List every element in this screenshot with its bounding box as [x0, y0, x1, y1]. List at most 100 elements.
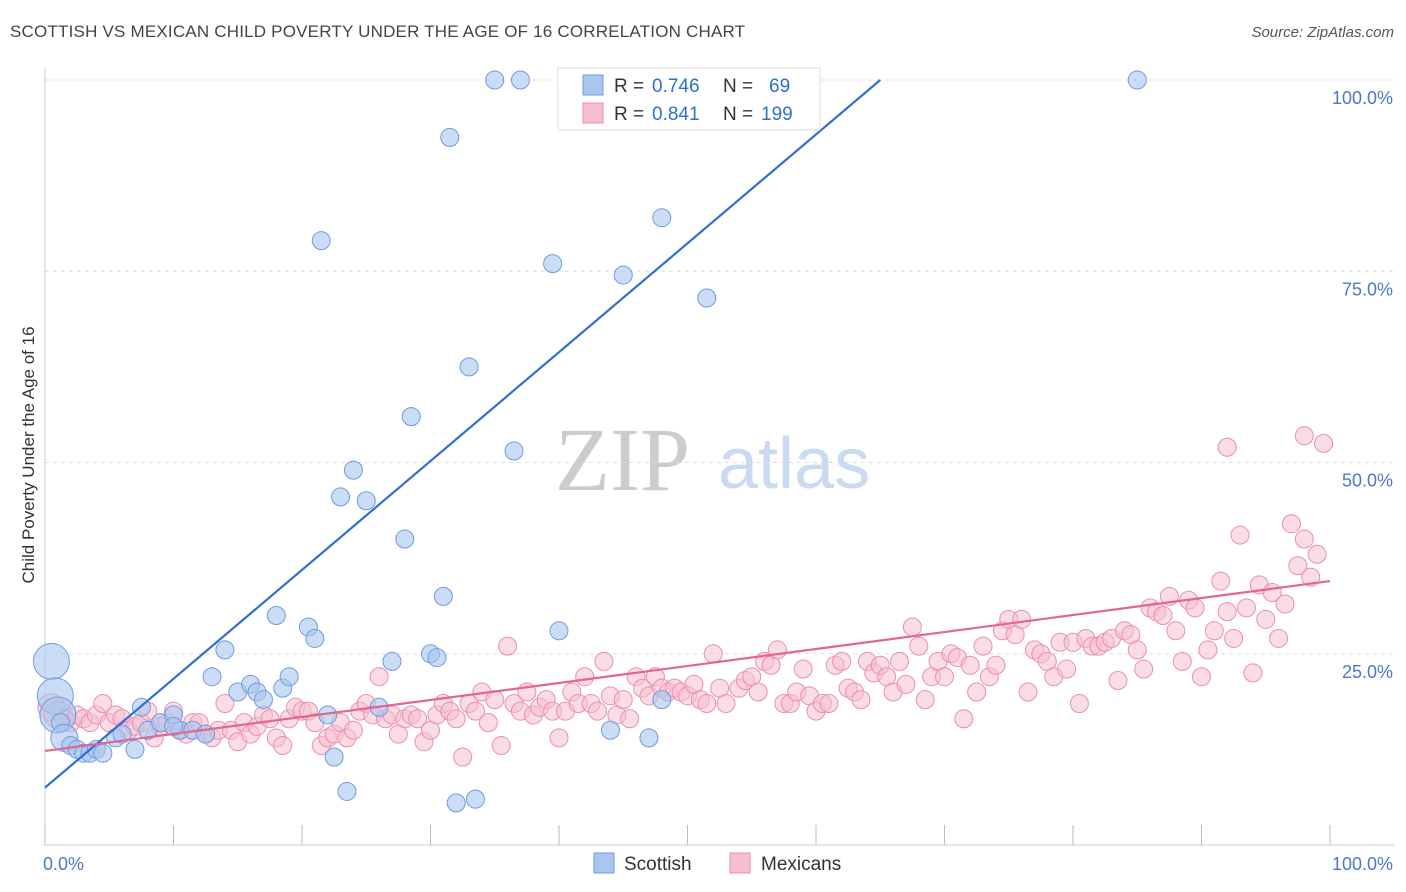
scottish-point	[324, 747, 344, 767]
scottish-point	[440, 127, 460, 147]
scottish-point	[202, 667, 222, 687]
mexicans-point	[1204, 621, 1224, 641]
mexicans-point	[960, 655, 980, 675]
bottom-legend-label-mexicans: Mexicans	[761, 854, 841, 875]
mexicans-point	[1307, 544, 1327, 564]
mexicans-point	[935, 667, 954, 687]
trend-lines	[44, 79, 1331, 789]
scottish-point	[549, 621, 569, 641]
mexicans-point	[1314, 433, 1334, 453]
mexicans-point	[215, 693, 235, 713]
legend-n-label-mexicans: N =	[723, 104, 753, 125]
scottish-point	[395, 529, 415, 549]
scottish-point	[446, 793, 466, 813]
scottish-point	[311, 231, 331, 251]
legend-swatch-scottish	[582, 74, 604, 96]
legend-swatch-mexicans	[582, 102, 604, 124]
scottish-point	[279, 667, 299, 687]
scottish-point	[112, 724, 132, 744]
mexicans-point	[549, 728, 569, 748]
mexicans-point	[1185, 598, 1205, 618]
scottish-point	[343, 460, 363, 480]
mexicans-point	[408, 709, 428, 729]
legend-r-label-mexicans: R =	[614, 104, 644, 125]
mexicans-point	[793, 659, 813, 679]
scottish-point	[164, 716, 183, 736]
x-tick-label: 100.0%	[1332, 854, 1393, 874]
legend-r-label-scottish: R =	[614, 76, 644, 97]
scottish-point	[697, 288, 717, 308]
mexicans-point	[1134, 659, 1154, 679]
mexicans-point	[716, 693, 736, 713]
y-tick-label: 100.0%	[1332, 88, 1393, 108]
mexicans-point	[273, 736, 293, 756]
mexicans-point	[1057, 659, 1077, 679]
scottish-point	[543, 254, 563, 274]
mexicans-point	[491, 736, 511, 756]
scottish-point	[266, 606, 286, 625]
mexicans-point	[851, 690, 871, 710]
bottom-legend-swatch-scottish	[593, 852, 615, 874]
mexicans-point	[1153, 606, 1173, 625]
scottish-point	[305, 628, 325, 648]
source-credit: Source: ZipAtlas.com	[1251, 24, 1394, 41]
legend-n-label-scottish: N =	[723, 76, 753, 97]
scottish-point	[401, 407, 421, 427]
mexicans-point	[1172, 651, 1192, 671]
axes: 25.0% 50.0% 75.0% 100.0% 0.0% 100.0%	[43, 68, 1395, 874]
legend-r-value-scottish: 0.746	[652, 76, 700, 97]
mexicans-point	[1230, 525, 1250, 545]
mexicans-point	[1294, 529, 1314, 549]
scottish-point	[485, 70, 505, 90]
scottish-point	[1127, 70, 1147, 90]
mexicans-point	[1269, 628, 1289, 648]
mexicans-point	[1192, 667, 1211, 687]
scottish-point	[652, 208, 672, 228]
legend-r-value-mexicans: 0.841	[652, 104, 700, 125]
watermark-zip: ZIP	[555, 411, 690, 510]
mexicans-point	[890, 651, 910, 671]
mexicans-points	[37, 426, 1334, 767]
mexicans-point	[1018, 682, 1038, 702]
mexicans-point	[703, 644, 723, 664]
mexicans-point	[967, 682, 987, 702]
mexicans-point	[819, 693, 839, 713]
mexicans-point	[1217, 602, 1237, 622]
x-tick-label: 0.0%	[43, 854, 84, 874]
mexicans-point	[594, 651, 614, 671]
mexicans-point	[1275, 594, 1295, 614]
mexicans-point	[478, 713, 498, 733]
mexicans-point	[620, 709, 640, 729]
scottish-point	[356, 491, 376, 511]
mexicans-point	[1281, 514, 1301, 534]
scottish-point	[93, 743, 113, 763]
mexicans-point	[1127, 640, 1147, 660]
mexicans-point	[1211, 571, 1231, 591]
watermark-atlas: atlas	[718, 424, 870, 504]
scottish-point	[32, 642, 70, 680]
top-legend: R = 0.746 N = 69 R = 0.841 N = 199	[557, 67, 821, 131]
mexicans-point	[1224, 628, 1244, 648]
legend-n-value-mexicans: 199	[761, 104, 793, 125]
scottish-point	[465, 789, 485, 809]
scottish-point	[639, 728, 659, 748]
mexicans-point	[1108, 671, 1128, 691]
mexicans-point	[588, 701, 608, 721]
scottish-point	[125, 739, 145, 759]
mexicans-point	[973, 636, 993, 656]
scottish-point	[427, 648, 447, 668]
mexicans-trend-line	[44, 579, 1331, 752]
scottish-point	[215, 640, 235, 660]
mexicans-point	[1166, 621, 1186, 641]
mexicans-point	[832, 651, 852, 671]
mexicans-point	[915, 690, 935, 710]
mexicans-point	[1288, 556, 1308, 576]
scottish-point	[337, 781, 357, 801]
bottom-legend: Scottish Mexicans	[593, 852, 841, 875]
scottish-point	[382, 651, 402, 671]
mexicans-point	[902, 617, 922, 637]
y-tick-label: 75.0%	[1342, 279, 1393, 299]
mexicans-point	[909, 636, 929, 656]
scottish-point	[459, 357, 479, 377]
